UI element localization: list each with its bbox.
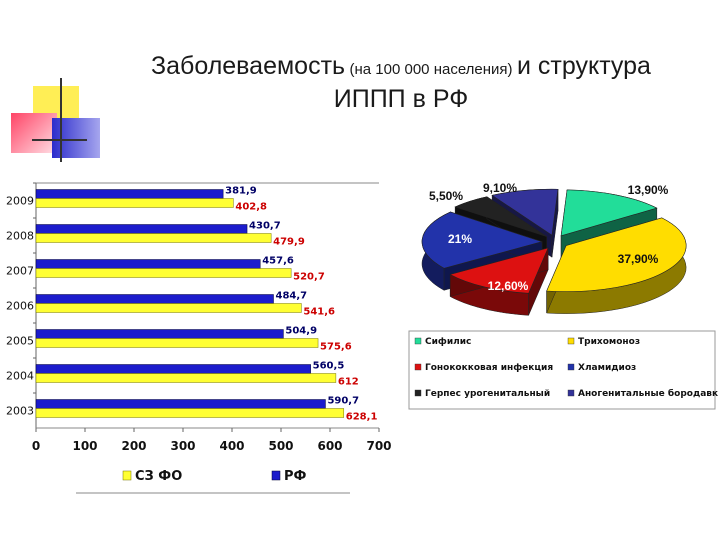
- pie-legend-swatch: [567, 337, 575, 345]
- pie-chart: 13,90% 37,90% 12,60% 21% 5,50% 9,10%: [421, 181, 687, 316]
- bar-rf: [35, 364, 311, 374]
- pie-legend-label: Герпес урогенитальный: [425, 389, 550, 399]
- y-tick-label: 2006: [6, 300, 34, 313]
- data-label-rf: 560,5: [313, 361, 345, 372]
- data-label-szfo: 479,9: [273, 237, 305, 248]
- pie-legend-swatch: [567, 363, 575, 371]
- pie-legend-swatch: [567, 389, 575, 397]
- legend-label-szfo: СЗ ФО: [135, 469, 182, 484]
- pie-slice-label: 13,90%: [628, 183, 669, 197]
- pie-slice: [421, 211, 544, 269]
- data-label-rf: 430,7: [249, 221, 281, 232]
- data-label-szfo: 575,6: [320, 342, 352, 353]
- bar-szfo: [35, 303, 302, 313]
- decor-red-square: [11, 113, 57, 153]
- title-part1: Заболеваемость: [151, 52, 346, 80]
- bar-szfo: [35, 408, 345, 418]
- bar-rf: [35, 294, 274, 304]
- y-tick-label: 2009: [6, 195, 34, 208]
- bar-rf: [35, 329, 284, 339]
- bar-szfo: [35, 198, 234, 208]
- pie-legend-label: Сифилис: [425, 337, 471, 347]
- pie-legend-swatch: [414, 337, 422, 345]
- data-label-rf: 381,9: [225, 186, 257, 197]
- decor-horizontal-line: [32, 139, 87, 141]
- bar-rf: [35, 259, 261, 269]
- x-tick-label: 400: [219, 439, 244, 453]
- data-label-rf: 457,6: [262, 256, 294, 267]
- pie-legend-label: Гонококковая инфекция: [425, 363, 553, 373]
- data-label-szfo: 520,7: [293, 272, 325, 283]
- x-tick-label: 600: [317, 439, 342, 453]
- bar-chart: 2009 381,9 402,8 2008 430,7 479,9 2007 457,6 520…: [6, 182, 392, 494]
- data-label-szfo: 402,8: [235, 202, 267, 213]
- x-tick-label: 100: [72, 439, 97, 453]
- bar-szfo: [35, 233, 272, 243]
- pie-slice-label: 5,50%: [429, 189, 463, 203]
- title-line2: ИППП в РФ: [333, 85, 469, 113]
- pie-slice: [546, 217, 687, 292]
- x-tick-label: 0: [32, 439, 40, 453]
- data-label-szfo: 612: [338, 377, 359, 388]
- pie-legend: Сифилис Трихомоноз Гонококковая инфекция Хл…: [408, 330, 718, 410]
- data-label-szfo: 541,6: [303, 307, 335, 318]
- legend-swatch-szfo: [122, 470, 132, 481]
- data-label-rf: 484,7: [276, 291, 308, 302]
- x-tick-label: 500: [268, 439, 293, 453]
- bar-szfo: [35, 338, 319, 348]
- pie-slice: [491, 188, 559, 236]
- x-tick-label: 300: [170, 439, 195, 453]
- pie-slice-label: 9,10%: [483, 181, 517, 195]
- title-part2: (на 100 000 населения): [349, 61, 513, 78]
- title-part3: и структура: [517, 52, 651, 80]
- y-tick-label: 2007: [6, 265, 34, 278]
- pie-legend-swatch: [414, 389, 422, 397]
- pie-slice-label: 21%: [448, 232, 472, 246]
- y-tick-label: 2008: [6, 230, 34, 243]
- pie-slice: [560, 189, 658, 237]
- legend-label-rf: РФ: [284, 469, 307, 484]
- slide-title: Заболеваемость (на 100 000 населения) и …: [96, 52, 706, 114]
- legend-swatch-rf: [271, 470, 281, 481]
- pie-legend-label: Хламидиоз: [578, 363, 636, 373]
- decor-vertical-line: [60, 78, 62, 162]
- y-tick-label: 2004: [6, 370, 34, 383]
- y-tick-label: 2003: [6, 405, 34, 418]
- bar-rf: [35, 189, 224, 199]
- pie-slice: [454, 196, 547, 237]
- data-label-rf: 590,7: [327, 396, 359, 407]
- pie-legend-swatch: [414, 363, 422, 371]
- x-tick-label: 700: [366, 439, 391, 453]
- bar-szfo: [35, 268, 292, 278]
- bar-szfo: [35, 373, 337, 383]
- pie-slice: [449, 247, 549, 294]
- pie-legend-label: Трихомоноз: [578, 337, 640, 347]
- pie-slice-label: 37,90%: [618, 252, 659, 266]
- x-tick-label: 200: [121, 439, 146, 453]
- pie-slice-label: 12,60%: [488, 279, 529, 293]
- bar-rf: [35, 399, 326, 409]
- pie-legend-frame: [408, 330, 716, 410]
- pie-legend-label: Аногенитальные бородавки: [578, 388, 718, 399]
- data-label-szfo: 628,1: [346, 412, 378, 423]
- bar-rf: [35, 224, 248, 234]
- y-tick-label: 2005: [6, 335, 34, 348]
- data-label-rf: 504,9: [285, 326, 317, 337]
